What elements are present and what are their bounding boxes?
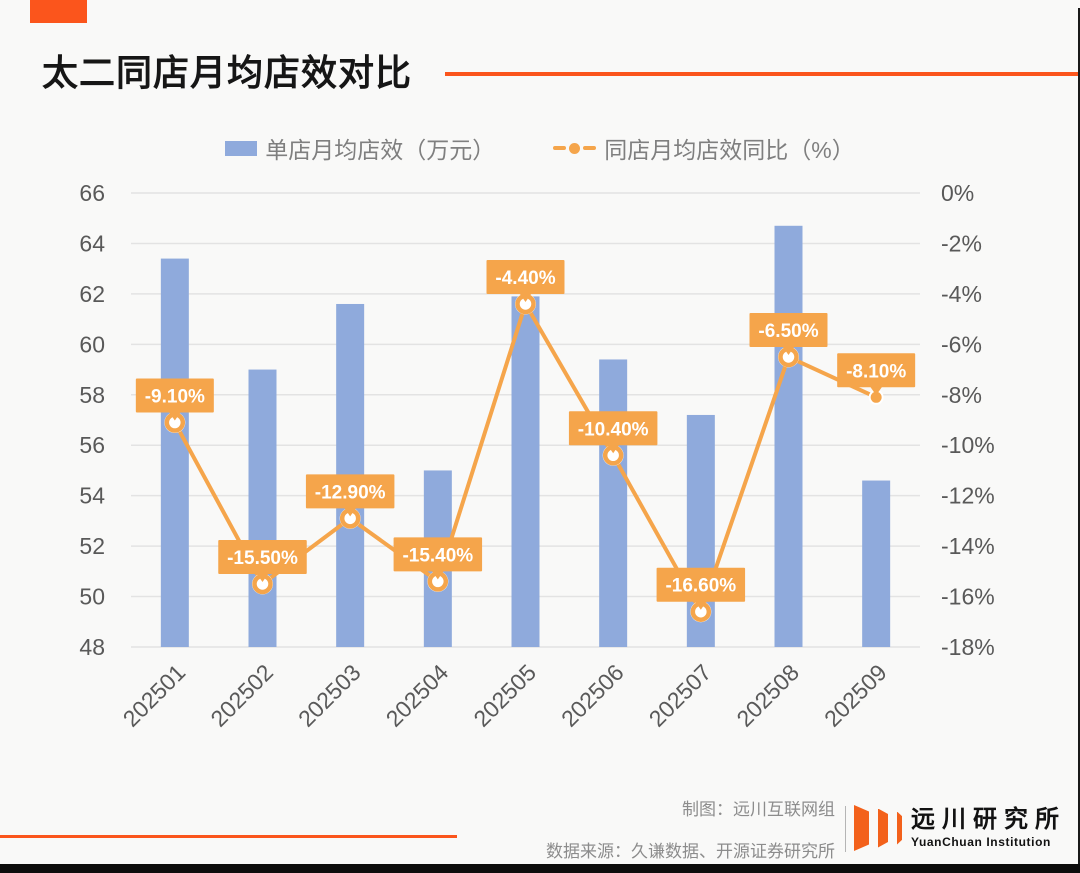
svg-text:202505: 202505: [468, 659, 541, 732]
svg-text:202509: 202509: [819, 659, 892, 732]
data-labels: -9.10% -15.50% -12.90% -15.40% -4.40% -10.40%…: [135, 259, 916, 610]
svg-text:-12.90%: -12.90%: [315, 482, 386, 503]
svg-text:202508: 202508: [731, 659, 804, 732]
svg-text:0%: 0%: [941, 180, 974, 206]
svg-text:-10%: -10%: [941, 432, 995, 458]
svg-text:64: 64: [79, 230, 105, 256]
right-edge-border: [1078, 8, 1080, 864]
svg-text:-8.10%: -8.10%: [846, 361, 906, 382]
svg-text:60: 60: [79, 331, 105, 357]
accent-chip: [30, 0, 87, 23]
svg-text:202504: 202504: [381, 659, 454, 732]
svg-text:48: 48: [79, 634, 105, 660]
legend-label: 同店月均店效同比（%）: [604, 137, 855, 163]
data-label-202505: -4.40%: [486, 259, 565, 302]
legend-item-line-series: 同店月均店效同比（%）: [553, 131, 855, 165]
dash-dot-line-swatch-icon: [553, 142, 597, 154]
data-label-202501: -9.10%: [135, 378, 214, 421]
svg-text:-6.50%: -6.50%: [758, 321, 818, 342]
svg-text:54: 54: [79, 483, 105, 509]
bar-swatch-icon: [225, 140, 258, 156]
svg-text:-10.40%: -10.40%: [578, 419, 649, 440]
footer-accent-line: [0, 835, 457, 838]
svg-text:-18%: -18%: [941, 634, 995, 660]
svg-text:202503: 202503: [293, 659, 366, 732]
chart-credit: 制图：远川互联网组: [682, 800, 835, 819]
logo-name-cn: 远川研究所: [911, 806, 1066, 833]
svg-text:50: 50: [79, 584, 105, 610]
legend-label: 单店月均店效（万元）: [265, 137, 496, 163]
svg-text:-16.60%: -16.60%: [665, 576, 736, 597]
svg-text:-15.40%: -15.40%: [402, 545, 473, 566]
data-label-202504: -15.40%: [393, 537, 483, 580]
logo-name-en: YuanChuan Institution: [911, 835, 1051, 849]
svg-text:58: 58: [79, 382, 105, 408]
combo-chart: 66 64 62 60 58 56 54 52 50 48 0% -2% -4% -6% -8% -10% -1…: [79, 180, 995, 732]
data-label-202509: -8.10%: [837, 353, 916, 396]
data-label-202502: -15.50%: [218, 539, 307, 582]
svg-text:202507: 202507: [644, 659, 717, 732]
data-label-202503: -12.90%: [305, 474, 395, 517]
bar-202506: [599, 359, 628, 647]
bar-202502: [248, 369, 277, 647]
svg-text:-4.40%: -4.40%: [495, 268, 555, 289]
yuanchuan-logo: 远川研究所 YuanChuan Institution: [854, 805, 1066, 851]
page-title: 太二同店月均店效对比: [42, 52, 413, 93]
bar-202501: [160, 258, 189, 647]
svg-text:-4%: -4%: [941, 281, 982, 307]
legend-item-bar-series: 单店月均店效（万元）: [225, 131, 495, 165]
logo-river-icon: [854, 805, 902, 851]
bottom-edge-bar: [0, 864, 1080, 873]
right-axis-ticks: 0% -2% -4% -6% -8% -10% -12% -14% -16% -18%: [941, 180, 995, 660]
bar-202509: [862, 480, 891, 647]
svg-text:52: 52: [79, 533, 105, 559]
svg-text:-12%: -12%: [941, 483, 995, 509]
chart-legend: 单店月均店效（万元） 同店月均店效同比（%）: [0, 131, 1080, 165]
svg-text:-14%: -14%: [941, 533, 995, 559]
data-source: 数据来源：久谦数据、开源证券研究所: [546, 842, 835, 861]
svg-text:202506: 202506: [556, 659, 629, 732]
svg-text:-15.50%: -15.50%: [227, 548, 298, 569]
x-axis-labels: 202501 202502 202503 202504 202505 202506 2025…: [118, 659, 892, 732]
svg-text:-9.10%: -9.10%: [145, 387, 205, 408]
svg-text:62: 62: [79, 281, 105, 307]
svg-text:-16%: -16%: [941, 584, 995, 610]
data-label-202508: -6.50%: [749, 312, 828, 355]
svg-text:56: 56: [79, 432, 105, 458]
bar-202505: [511, 296, 540, 647]
svg-text:-6%: -6%: [941, 331, 982, 357]
svg-text:-8%: -8%: [941, 382, 982, 408]
data-label-202506: -10.40%: [568, 411, 658, 454]
title-underline: [445, 72, 1080, 76]
svg-text:202502: 202502: [205, 659, 278, 732]
svg-text:66: 66: [79, 180, 105, 206]
svg-text:202501: 202501: [118, 659, 191, 732]
svg-text:-2%: -2%: [941, 230, 982, 256]
left-axis-ticks: 66 64 62 60 58 56 54 52 50 48: [79, 180, 105, 660]
data-label-202507: -16.60%: [656, 567, 746, 610]
bar-202508: [774, 225, 803, 648]
footer-divider: [845, 806, 846, 852]
